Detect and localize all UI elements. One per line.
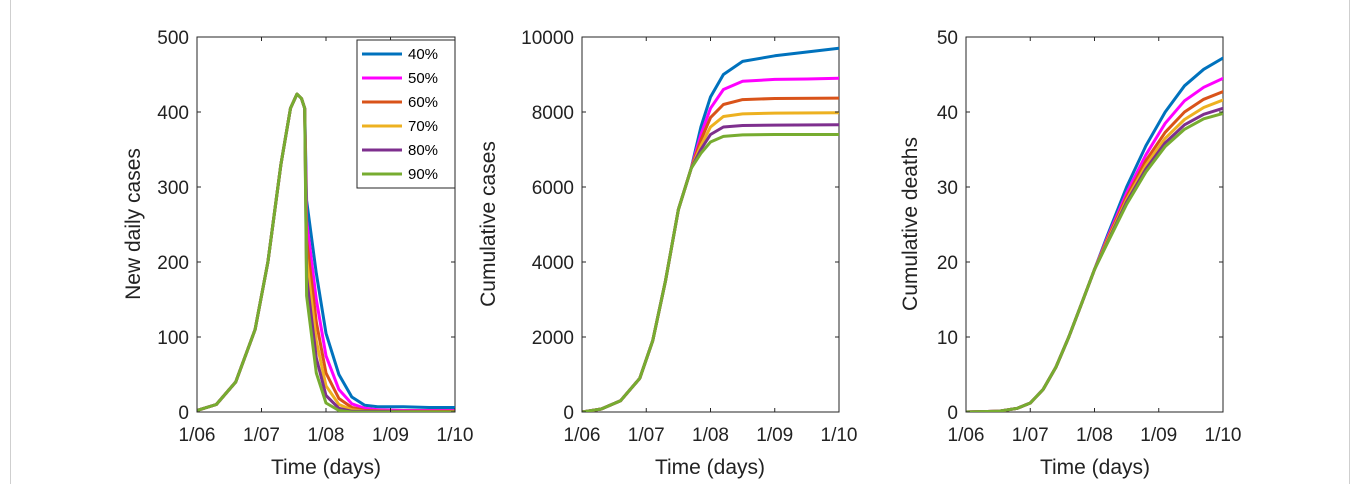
ticks-layer: 1/06 1/07 1/08 1/09 1/10 0 10 20 30 40 50 <box>937 28 1242 446</box>
legend: 40% 50% 60% 70% 80% 90% <box>356 39 456 189</box>
y-tick-label: 200 <box>157 253 189 274</box>
panel-cumulative-deaths: 1/06 1/07 1/08 1/09 1/10 0 10 20 30 40 50 Time (da… <box>899 28 1241 479</box>
legend-entry-label: 80% <box>408 142 438 159</box>
plot-area <box>965 36 1224 413</box>
y-tick-label: 10000 <box>521 28 574 49</box>
legend-entry-label: 70% <box>408 118 438 135</box>
y-tick-label: 10 <box>937 328 958 349</box>
y-tick-label: 20 <box>937 253 958 274</box>
y-tick-label: 0 <box>947 403 958 424</box>
legend-entry-label: 40% <box>408 46 438 63</box>
ticks-layer: 1/06 1/07 1/08 1/09 1/10 0 100 200 300 400 500 <box>157 28 473 446</box>
x-tick-label: 1/06 <box>179 425 216 446</box>
x-tick-label: 1/10 <box>821 425 858 446</box>
x-tick-label: 1/08 <box>692 425 729 446</box>
y-tick-label: 300 <box>157 178 189 199</box>
series-line-90pct <box>582 133 839 412</box>
legend-entry-label: 50% <box>408 70 438 87</box>
x-tick-label: 1/06 <box>948 425 985 446</box>
ticks-layer: 1/06 1/07 1/08 1/09 1/10 0 2000 4000 6000 8000 100… <box>521 28 857 446</box>
y-tick-label: 30 <box>937 178 958 199</box>
y-tick-label: 6000 <box>532 178 574 199</box>
x-tick-label: 1/07 <box>628 425 665 446</box>
y-tick-label: 2000 <box>532 328 574 349</box>
figure-frame <box>10 0 1350 484</box>
legend-entry-label: 90% <box>408 166 438 183</box>
x-tick-label: 1/10 <box>1205 425 1242 446</box>
panel-cumulative-cases: 1/06 1/07 1/08 1/09 1/10 0 2000 4000 6000 8000 100… <box>477 28 857 479</box>
series-layer <box>197 92 455 412</box>
series-line-90pct <box>966 112 1223 412</box>
legend-entry-label: 60% <box>408 94 438 111</box>
x-tick-label: 1/09 <box>372 425 409 446</box>
y-tick-label: 4000 <box>532 253 574 274</box>
y-tick-label: 40 <box>937 103 958 124</box>
y-tick-label: 8000 <box>532 103 574 124</box>
y-axis-label: Cumulative deaths <box>899 137 922 311</box>
series-line-90pct <box>197 92 455 412</box>
plot-area <box>581 36 840 413</box>
x-tick-label: 1/09 <box>1140 425 1177 446</box>
series-layer <box>966 56 1223 412</box>
y-tick-label: 50 <box>937 28 958 49</box>
x-tick-label: 1/08 <box>308 425 345 446</box>
x-tick-label: 1/10 <box>437 425 474 446</box>
legend-box <box>356 39 456 189</box>
series-layer <box>582 46 839 412</box>
x-axis-label: Time (days) <box>1040 456 1150 479</box>
x-tick-label: 1/08 <box>1076 425 1113 446</box>
x-tick-label: 1/07 <box>243 425 280 446</box>
x-tick-label: 1/07 <box>1012 425 1049 446</box>
x-axis-label: Time (days) <box>271 456 381 479</box>
y-tick-label: 0 <box>178 403 189 424</box>
y-tick-label: 0 <box>563 403 574 424</box>
panel-new-daily-cases: 1/06 1/07 1/08 1/09 1/10 0 100 200 300 400 500 Tim… <box>122 28 473 479</box>
x-axis-label: Time (days) <box>655 456 765 479</box>
y-tick-label: 500 <box>157 28 189 49</box>
y-axis-label: Cumulative cases <box>477 141 500 307</box>
y-tick-label: 400 <box>157 103 189 124</box>
y-axis-label: New daily cases <box>122 148 145 300</box>
x-tick-label: 1/09 <box>756 425 793 446</box>
x-tick-label: 1/06 <box>564 425 601 446</box>
y-tick-label: 100 <box>157 328 189 349</box>
